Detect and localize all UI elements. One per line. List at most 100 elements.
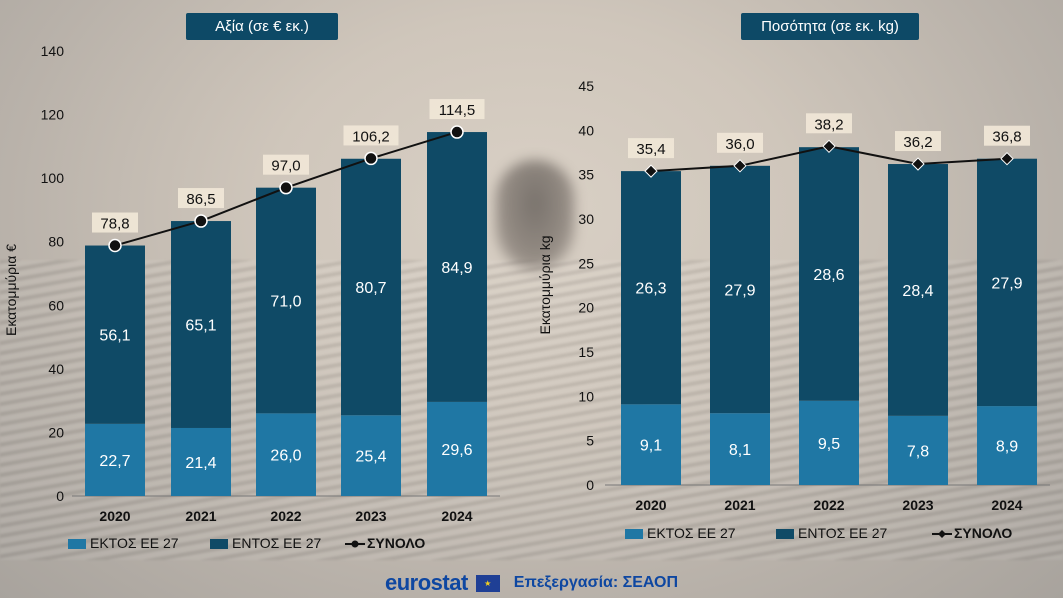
legend-swatch-inside-eu <box>776 529 794 539</box>
data-label-inside-eu: 80,7 <box>355 280 386 297</box>
total-point <box>733 159 747 173</box>
data-label-outside-eu: 8,1 <box>729 442 751 459</box>
footer-credit: Επεξεργασία: ΣΕΑΟΠ <box>513 574 679 591</box>
background-cup <box>495 160 575 270</box>
y-tick-label: 20 <box>578 300 594 316</box>
y-tick-label: 30 <box>578 211 594 227</box>
y-axis-label: Εκατομμύρια € <box>3 244 19 336</box>
bar-inside-eu <box>621 171 681 405</box>
total-label: 36,2 <box>903 134 932 151</box>
total-label-bg <box>343 125 399 146</box>
x-tick-label: 2024 <box>441 508 472 524</box>
total-point <box>279 180 293 195</box>
bar-inside-eu <box>888 164 948 416</box>
y-tick-label: 15 <box>578 344 594 360</box>
legend-label-total: ΣΥΝΟΛΟ <box>367 535 425 551</box>
chart-title-value: Αξία (σε € εκ.) <box>186 13 338 40</box>
data-label-outside-eu: 9,1 <box>640 438 662 455</box>
y-tick-label: 10 <box>578 388 594 404</box>
total-label: 78,8 <box>100 216 129 233</box>
data-label-inside-eu: 71,0 <box>270 294 301 311</box>
total-label: 86,5 <box>186 191 215 208</box>
bar-inside-eu <box>256 187 316 414</box>
x-tick-label: 2021 <box>724 497 755 513</box>
bar-inside-eu <box>710 165 770 414</box>
x-tick-label: 2022 <box>270 508 301 524</box>
data-label-outside-eu: 22,7 <box>99 453 130 470</box>
total-label-bg <box>895 131 941 152</box>
legend-swatch-outside-eu <box>68 539 86 549</box>
bar-outside-eu <box>621 404 681 485</box>
total-label-bg <box>429 99 485 120</box>
data-label-inside-eu: 28,6 <box>813 267 844 284</box>
bar-inside-eu <box>799 147 859 401</box>
total-point <box>822 139 836 154</box>
data-label-outside-eu: 7,8 <box>907 443 929 460</box>
total-point <box>364 151 378 166</box>
bar-inside-eu <box>341 158 401 416</box>
total-label-bg <box>628 138 674 159</box>
x-tick-label: 2022 <box>813 497 844 513</box>
data-label-inside-eu: 27,9 <box>724 282 755 299</box>
legend-swatch-outside-eu <box>625 529 643 539</box>
total-label: 38,2 <box>814 116 843 133</box>
total-point <box>644 164 658 178</box>
x-tick-label: 2024 <box>991 497 1022 513</box>
legend-label-inside-eu: ΕΝΤΟΣ ΕΕ 27 <box>798 525 888 541</box>
bar-outside-eu <box>85 423 145 496</box>
total-point <box>911 157 925 171</box>
total-label: 35,4 <box>636 141 665 158</box>
y-tick-label: 120 <box>41 107 65 123</box>
legend-marker-total <box>351 540 359 548</box>
eurostat-logo: eurostat <box>384 570 468 595</box>
bar-outside-eu <box>171 427 231 496</box>
x-tick-label: 2023 <box>902 497 933 513</box>
total-label-bg <box>92 212 138 233</box>
total-label-bg <box>178 188 224 209</box>
bar-outside-eu <box>256 413 316 496</box>
data-label-inside-eu: 65,1 <box>185 318 216 335</box>
bar-outside-eu <box>977 406 1037 485</box>
y-tick-label: 40 <box>48 361 64 377</box>
total-label-bg <box>717 132 763 153</box>
legend-swatch-inside-eu <box>210 539 228 549</box>
footer: eurostat ★ Επεξεργασία: ΣΕΑΟΠ <box>0 568 1063 598</box>
total-point <box>1000 151 1014 166</box>
legend-marker-total <box>938 530 946 538</box>
data-label-inside-eu: 27,9 <box>991 275 1022 292</box>
total-label-bg <box>806 113 852 134</box>
bar-inside-eu <box>977 158 1037 407</box>
y-tick-label: 140 <box>41 43 65 59</box>
total-label-bg <box>984 125 1030 146</box>
bar-inside-eu <box>85 245 145 424</box>
y-tick-label: 0 <box>56 488 64 504</box>
data-label-inside-eu: 84,9 <box>441 260 472 277</box>
x-tick-label: 2020 <box>99 508 130 524</box>
bar-inside-eu <box>427 132 487 402</box>
legend-label-inside-eu: ΕΝΤΟΣ ΕΕ 27 <box>232 535 322 551</box>
total-label: 36,8 <box>992 129 1021 146</box>
total-point <box>108 238 122 253</box>
total-label: 36,0 <box>725 136 754 153</box>
bar-outside-eu <box>341 415 401 496</box>
data-label-outside-eu: 25,4 <box>355 449 386 466</box>
x-tick-label: 2020 <box>635 497 666 513</box>
y-tick-label: 80 <box>48 234 64 250</box>
data-label-outside-eu: 26,0 <box>270 448 301 465</box>
y-tick-label: 60 <box>48 297 64 313</box>
y-axis-label: Εκατομμύρια kg <box>537 235 553 334</box>
data-label-outside-eu: 29,6 <box>441 442 472 459</box>
legend-label-outside-eu: ΕΚΤΟΣ ΕΕ 27 <box>90 535 179 551</box>
total-label: 106,2 <box>352 128 390 145</box>
bar-inside-eu <box>171 221 231 428</box>
x-tick-label: 2021 <box>185 508 216 524</box>
bar-outside-eu <box>427 401 487 496</box>
total-label: 114,5 <box>439 102 475 119</box>
bar-outside-eu <box>799 400 859 485</box>
data-label-outside-eu: 21,4 <box>185 455 216 472</box>
data-label-outside-eu: 8,9 <box>996 439 1018 456</box>
data-label-outside-eu: 9,5 <box>818 436 840 453</box>
y-tick-label: 0 <box>586 477 594 493</box>
y-tick-label: 100 <box>41 170 65 186</box>
legend-label-total: ΣΥΝΟΛΟ <box>954 525 1012 541</box>
